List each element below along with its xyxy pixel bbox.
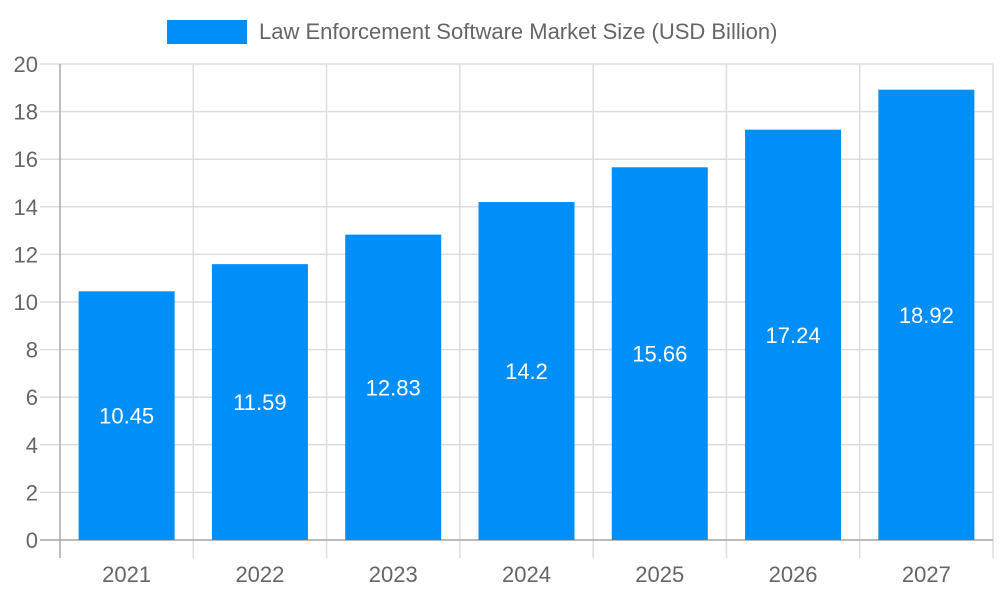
x-tick-label: 2027 <box>902 562 951 587</box>
y-tick-label: 6 <box>26 385 38 410</box>
y-tick-label: 8 <box>26 338 38 363</box>
y-tick-label: 18 <box>14 100 38 125</box>
data-label: 12.83 <box>366 375 421 400</box>
data-label: 10.45 <box>99 404 154 429</box>
legend[interactable]: Law Enforcement Software Market Size (US… <box>167 19 777 44</box>
data-label: 14.2 <box>505 359 548 384</box>
bar-2025 <box>611 167 708 541</box>
legend-label: Law Enforcement Software Market Size (US… <box>259 19 777 44</box>
bar-2021 <box>78 291 175 540</box>
y-tick-label: 16 <box>14 147 38 172</box>
legend-swatch <box>167 20 247 44</box>
x-tick-label: 2024 <box>502 562 551 587</box>
bar-2022 <box>211 264 308 540</box>
x-tick-label: 2023 <box>369 562 418 587</box>
y-tick-label: 10 <box>14 290 38 315</box>
y-tick-label: 2 <box>26 480 38 505</box>
data-label: 11.59 <box>233 390 286 415</box>
data-label: 17.24 <box>766 323 821 348</box>
y-tick-label: 12 <box>14 242 38 267</box>
y-tick-label: 14 <box>14 195 38 220</box>
data-label: 18.92 <box>899 303 954 328</box>
y-tick-label: 4 <box>26 433 38 458</box>
bar-2023 <box>345 234 442 540</box>
x-tick-label: 2025 <box>635 562 684 587</box>
bar-2027 <box>878 89 975 540</box>
x-tick-label: 2026 <box>769 562 818 587</box>
y-tick-label: 20 <box>14 52 38 77</box>
x-tick-label: 2022 <box>235 562 284 587</box>
y-tick-label: 0 <box>26 528 38 553</box>
bar-2026 <box>745 129 842 541</box>
bar-2024 <box>478 202 575 541</box>
x-tick-label: 2021 <box>102 562 151 587</box>
data-label: 15.66 <box>632 342 687 367</box>
